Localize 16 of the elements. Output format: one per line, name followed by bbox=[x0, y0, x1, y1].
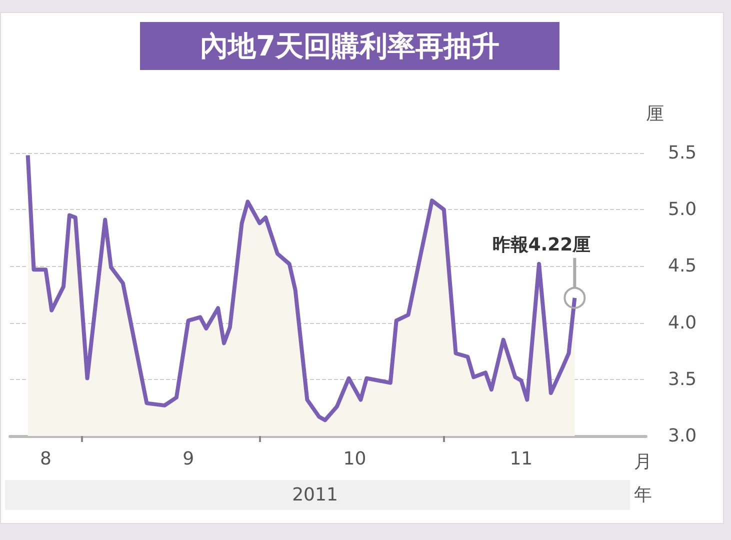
y-axis-title: 厘 bbox=[646, 104, 664, 124]
y-tick-label: 3.5 bbox=[668, 368, 697, 390]
text: 2011 bbox=[292, 484, 338, 506]
annotation: 昨報4.22厘 bbox=[492, 234, 591, 256]
y-tick-label: 3.0 bbox=[668, 426, 697, 446]
x-tick-label: 10 bbox=[343, 448, 366, 470]
x-tick-label: 11 bbox=[510, 448, 533, 470]
y-tick-label: 4.5 bbox=[668, 256, 697, 277]
text: 年 bbox=[634, 484, 652, 506]
chart-title: 內地7天回購利率再抽升 bbox=[200, 30, 500, 62]
y-tick-label: 5.5 bbox=[668, 142, 697, 164]
x-axis-title: 月 bbox=[634, 452, 652, 472]
y-tick-label: 5.0 bbox=[668, 199, 697, 220]
x-tick-label: 8 bbox=[40, 448, 52, 470]
x-tick-label: 9 bbox=[182, 448, 194, 470]
y-tick-label: 4.0 bbox=[668, 312, 697, 334]
